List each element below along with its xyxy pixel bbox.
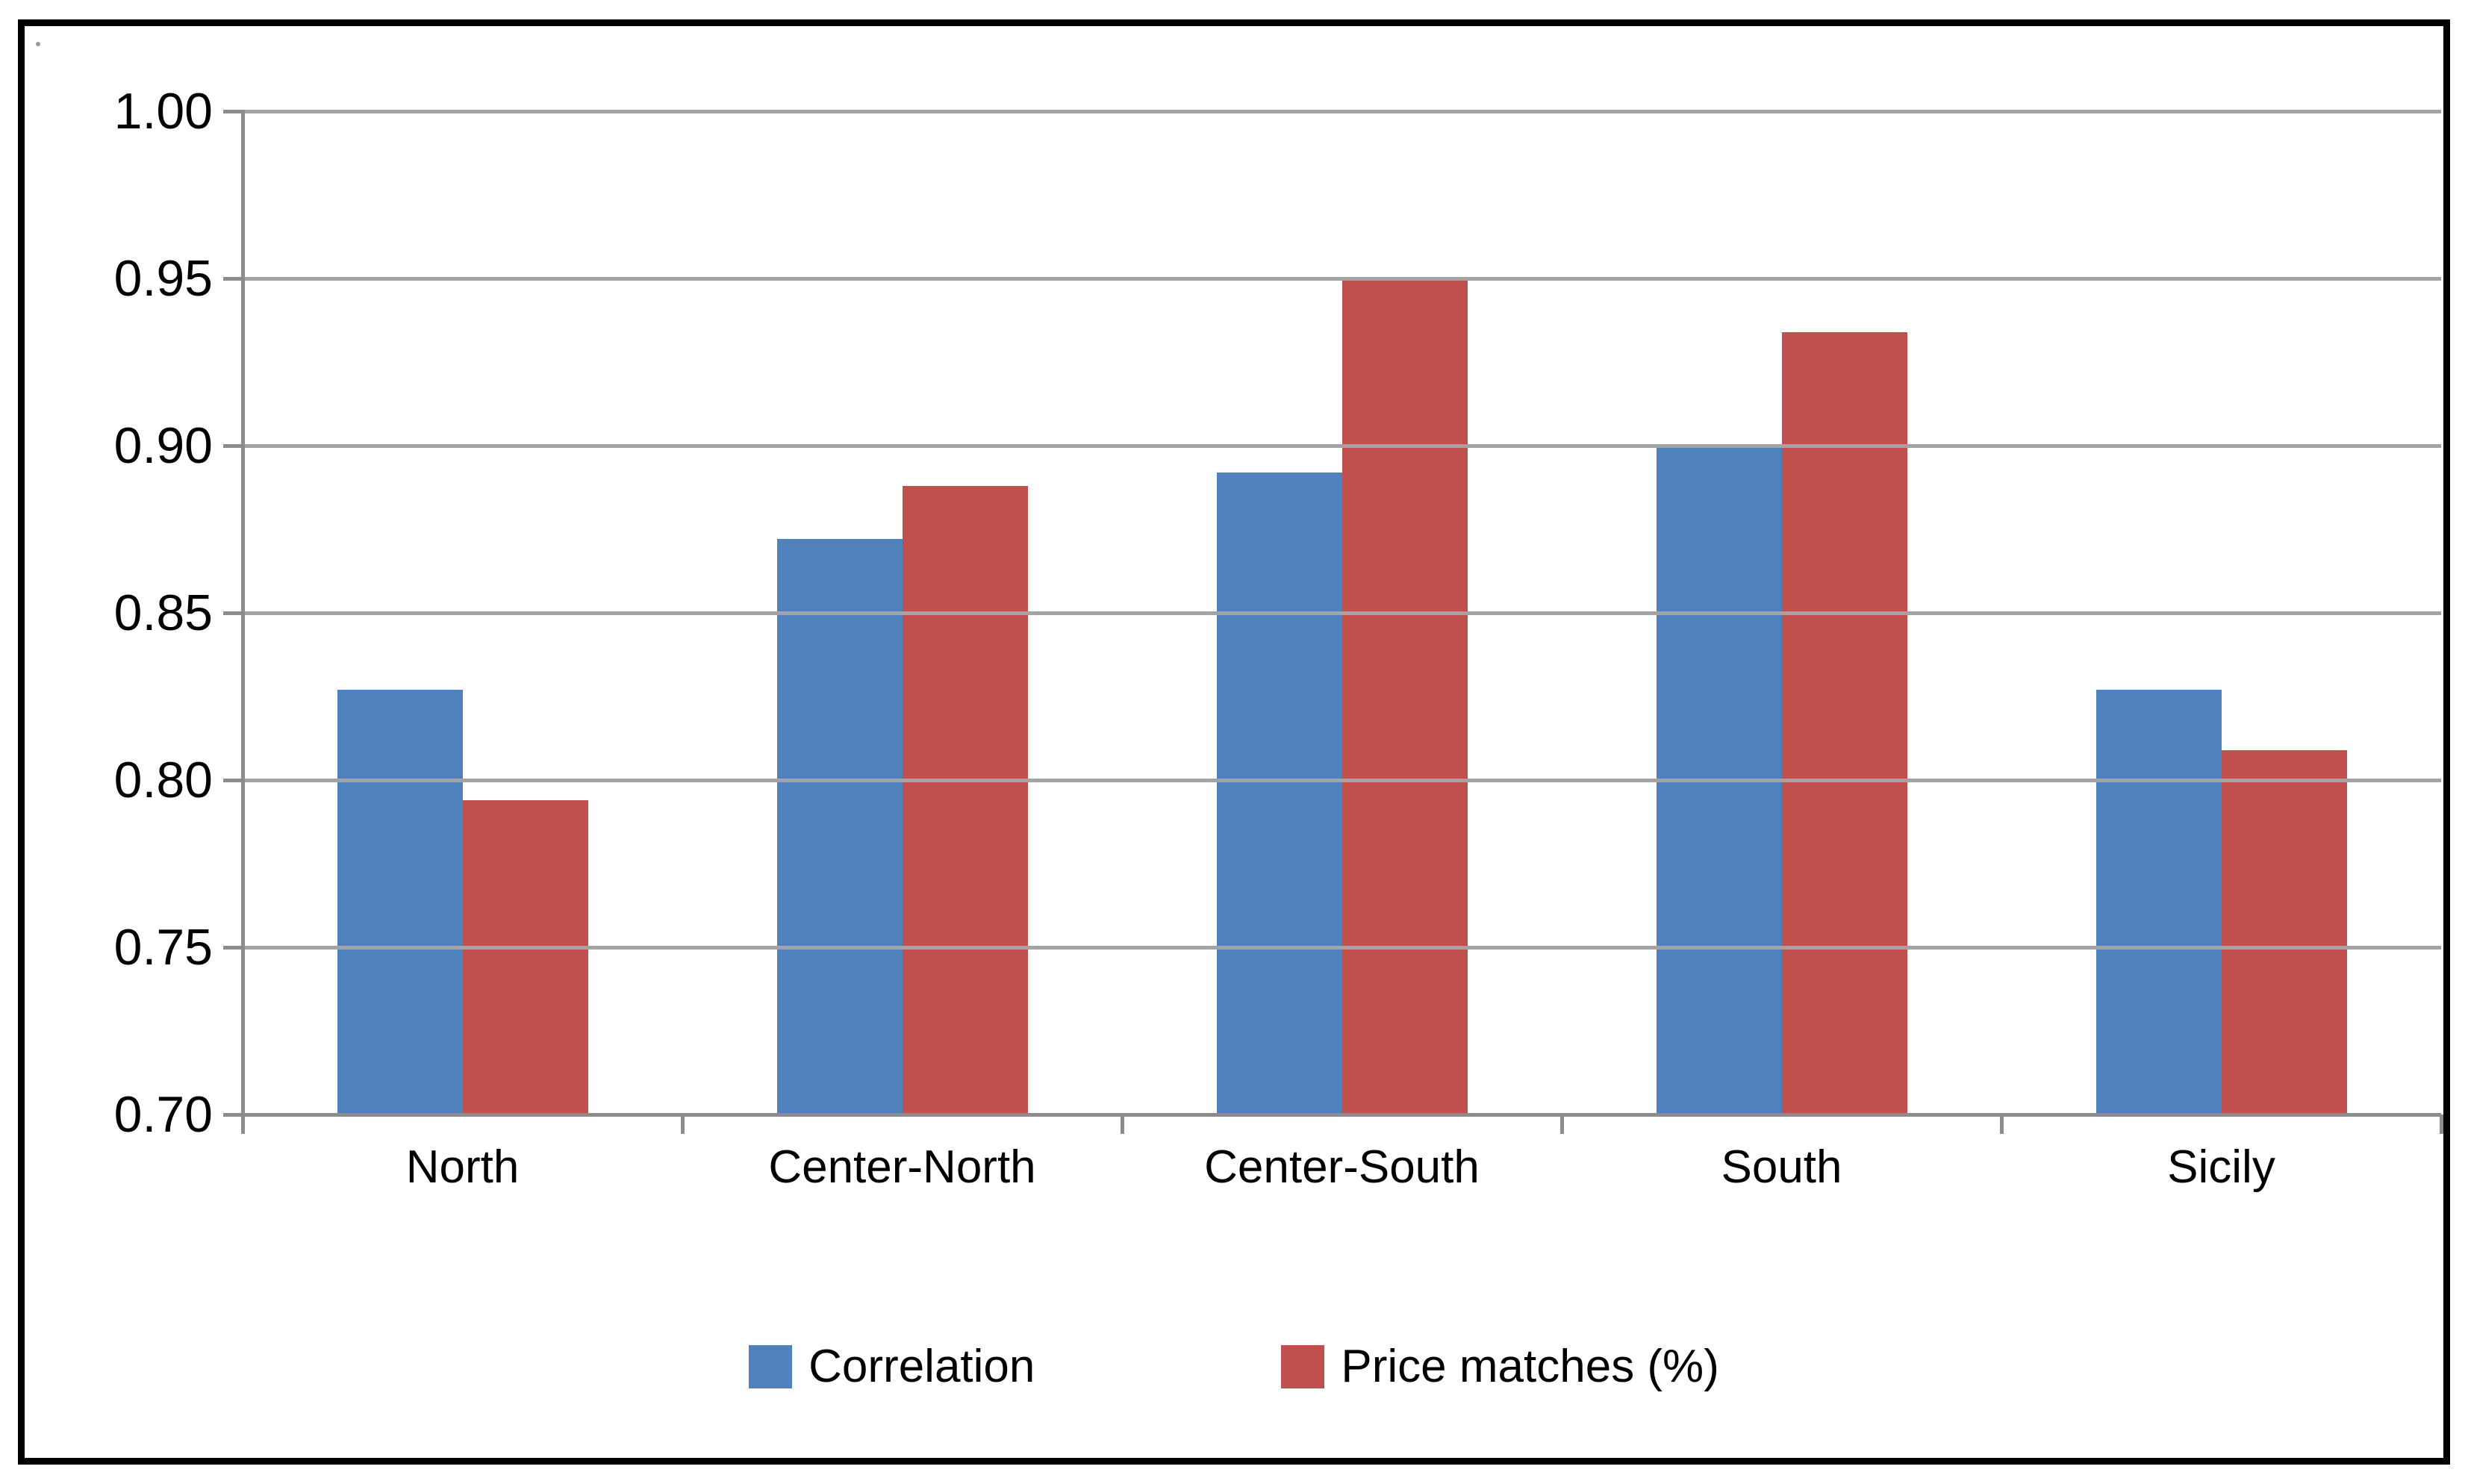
- bar-price-matches-sicily: [2221, 749, 2347, 1114]
- chart-border: [18, 19, 2450, 1465]
- x-axis-line: [243, 1113, 2441, 1117]
- y-tick-label-0.80: 0.80: [113, 752, 213, 808]
- x-axis-label-south: South: [1721, 1141, 1842, 1193]
- y-tick-mark-0.95: [223, 277, 243, 281]
- legend-label-correlation: Correlation: [808, 1341, 1035, 1392]
- bar-price-matches-center-north: [902, 485, 1028, 1114]
- y-tick-mark-0.70: [223, 1113, 243, 1117]
- x-axis-label-sicily: Sicily: [2167, 1141, 2275, 1193]
- y-tick-label-0.70: 0.70: [113, 1086, 213, 1143]
- y-tick-label-0.90: 0.90: [113, 417, 213, 474]
- bar-price-matches-south: [1781, 331, 1907, 1114]
- x-tick-mark-1: [681, 1114, 685, 1134]
- gridline-0.90: [243, 444, 2441, 448]
- y-axis-line: [241, 110, 245, 1117]
- legend-swatch-price-matches: [1281, 1345, 1325, 1388]
- gridline-0.85: [243, 611, 2441, 615]
- bar-correlation-center-south: [1216, 472, 1342, 1114]
- x-tick-mark-5: [2440, 1114, 2443, 1134]
- y-tick-mark-0.90: [223, 444, 243, 448]
- x-tick-mark-2: [1121, 1114, 1124, 1134]
- bar-price-matches-north: [462, 799, 588, 1114]
- y-tick-label-1.00: 1.00: [113, 83, 213, 140]
- legend-swatch-correlation: [749, 1345, 793, 1388]
- bar-price-matches-center-south: [1341, 278, 1468, 1114]
- legend-item-correlation: Correlation: [749, 1341, 1035, 1393]
- bar-correlation-sicily: [2095, 690, 2222, 1114]
- x-axis-label-center-south: Center-South: [1204, 1141, 1480, 1193]
- legend: Correlation Price matches (%): [0, 1341, 2468, 1393]
- artifact-dot: [36, 42, 40, 46]
- y-tick-mark-0.75: [223, 946, 243, 950]
- bar-correlation-north: [337, 690, 463, 1114]
- y-tick-label-0.85: 0.85: [113, 584, 213, 641]
- x-tick-mark-4: [2000, 1114, 2004, 1134]
- x-tick-mark-3: [1560, 1114, 1564, 1134]
- legend-label-price-matches: Price matches (%): [1341, 1341, 1719, 1392]
- gridline-0.80: [243, 779, 2441, 782]
- y-tick-mark-1.00: [223, 110, 243, 113]
- y-tick-label-0.75: 0.75: [113, 919, 213, 976]
- gridline-1.00: [243, 110, 2441, 113]
- legend-item-price-matches: Price matches (%): [1281, 1341, 1719, 1393]
- y-tick-mark-0.80: [223, 779, 243, 782]
- x-tick-mark-0: [241, 1114, 245, 1134]
- y-tick-label-0.95: 0.95: [113, 250, 213, 307]
- y-tick-mark-0.85: [223, 611, 243, 615]
- bar-correlation-center-north: [776, 539, 903, 1114]
- gridline-0.75: [243, 946, 2441, 950]
- x-axis-label-north: North: [405, 1141, 520, 1193]
- x-axis-label-center-north: Center-North: [768, 1141, 1036, 1193]
- gridline-0.95: [243, 277, 2441, 281]
